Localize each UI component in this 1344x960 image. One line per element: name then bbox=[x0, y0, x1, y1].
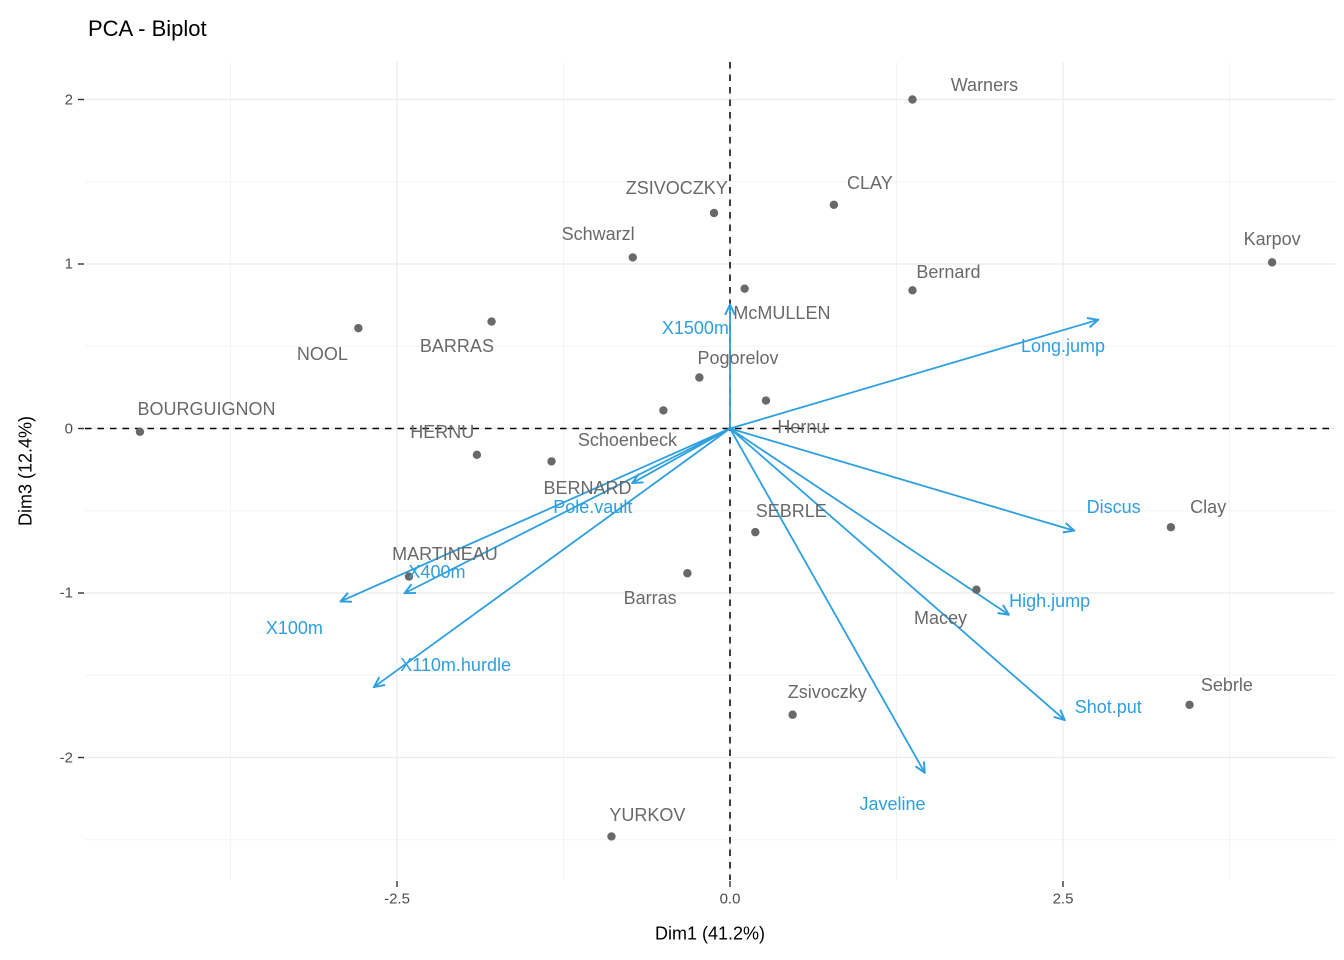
individual-point-NOOL bbox=[354, 323, 363, 333]
individual-point-CLAY bbox=[829, 200, 839, 209]
x-axis-title: Dim1 (41.2%) bbox=[654, 923, 766, 944]
individual-point-HERNU bbox=[472, 450, 482, 460]
individual-point-SEBRLE bbox=[751, 527, 760, 537]
individual-point-BARRAS bbox=[487, 317, 496, 326]
variable-arrow-Javeline bbox=[729, 428, 924, 773]
y-axis-title: Dim3 (12.4%) bbox=[15, 415, 36, 527]
individual-point-Macey bbox=[972, 585, 981, 594]
individual-point-YURKOV bbox=[607, 832, 616, 841]
individual-point-Clay bbox=[1166, 523, 1176, 532]
variable-arrow-X400m bbox=[405, 427, 731, 594]
individual-point-Hernu bbox=[761, 396, 771, 405]
variable-arrow-X100m bbox=[341, 427, 731, 602]
individual-point-Schwarzl bbox=[628, 253, 637, 262]
individual-point-Warners bbox=[908, 95, 917, 104]
variable-arrow-Long.jump bbox=[729, 320, 1098, 430]
individual-point-Pogorelov bbox=[695, 373, 704, 382]
individual-point-McMULLEN bbox=[740, 284, 749, 293]
variable-arrow-Shot.put bbox=[729, 427, 1064, 720]
individual-point-Schoenbeck bbox=[659, 406, 668, 415]
individual-point-Karpov bbox=[1267, 258, 1277, 267]
variable-arrow-X110m.hurdle bbox=[374, 427, 731, 687]
individual-point-ZSIVOCZKY bbox=[709, 208, 719, 218]
individual-point-BOURGUIGNON bbox=[135, 427, 145, 436]
individual-point-MARTINEAU bbox=[404, 572, 414, 581]
individual-point-Sebrle bbox=[1185, 700, 1194, 710]
individual-point-Barras bbox=[683, 569, 692, 578]
individual-point-BERNARD bbox=[547, 457, 556, 466]
variable-arrow-High.jump bbox=[729, 427, 1008, 615]
individual-point-Bernard bbox=[908, 286, 917, 295]
plot-title: PCA - Biplot bbox=[88, 16, 207, 41]
individual-point-Zsivoczky bbox=[788, 710, 797, 719]
variable-arrow-Discus bbox=[729, 427, 1074, 531]
